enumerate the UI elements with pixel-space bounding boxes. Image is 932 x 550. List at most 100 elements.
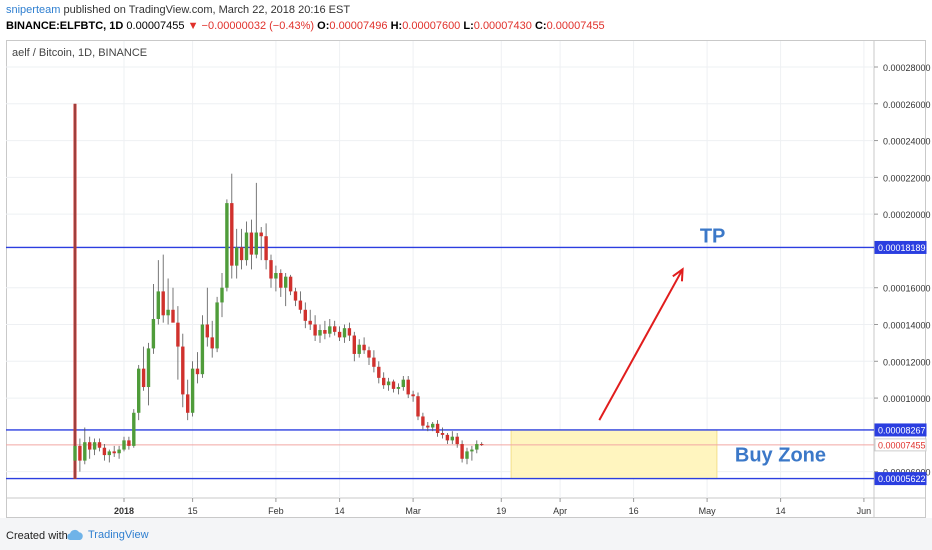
x-tick-label: 19 — [496, 506, 506, 516]
candle-down — [112, 451, 116, 454]
y-tick-label: 0.00012000 — [883, 357, 931, 367]
high-value: 0.00007600 — [402, 20, 461, 32]
publish-text: published on TradingView.com, March 22, … — [63, 4, 351, 16]
x-tick-label: 14 — [335, 506, 345, 516]
current-price-label: 0.00007455 — [878, 440, 926, 450]
candle-up — [220, 287, 224, 303]
x-tick-label: 14 — [776, 506, 786, 516]
candle-down — [426, 425, 430, 428]
open-value: 0.00007496 — [329, 20, 388, 32]
candle-down — [78, 445, 82, 461]
y-tick-label: 0.00022000 — [883, 173, 931, 183]
tradingview-logo[interactable]: TradingView — [66, 529, 149, 541]
candle-up — [431, 423, 435, 428]
low-label: L: — [463, 20, 474, 32]
candle-up — [450, 436, 454, 441]
candle-down — [141, 368, 146, 388]
y-tick-label: 0.00016000 — [883, 284, 931, 294]
last-price: 0.00007455 — [126, 20, 185, 32]
buy-zone-rect — [510, 429, 718, 480]
candle-down — [435, 423, 440, 434]
candle-down — [176, 322, 180, 347]
candle-down — [259, 232, 263, 237]
candle-up — [137, 368, 141, 413]
y-tick-label: 0.00020000 — [883, 210, 931, 220]
level-price-box — [874, 423, 927, 437]
candle-down — [367, 350, 371, 358]
current-price-box — [874, 438, 927, 452]
candle-up — [132, 412, 136, 446]
down-triangle-icon: ▼ — [187, 20, 199, 32]
candle-up — [386, 381, 391, 386]
candle-down — [416, 396, 420, 417]
footer: Created with TradingView — [0, 518, 932, 550]
candle-down — [406, 379, 410, 395]
cloud-icon — [67, 529, 83, 540]
candle-down — [195, 368, 200, 375]
candle-down — [337, 331, 342, 338]
y-tick-label: 0.00010000 — [883, 394, 931, 404]
ohlc-line: BINANCE:ELFBTC, 1D 0.00007455 ▼ −0.00000… — [6, 20, 605, 32]
candle-down — [239, 247, 244, 261]
candle-down — [293, 291, 298, 301]
candle-up — [151, 318, 156, 349]
close-value: 0.00007455 — [546, 20, 605, 32]
candle-down — [313, 324, 317, 336]
candle-down — [298, 300, 303, 310]
grid — [6, 41, 874, 498]
candle-up — [225, 203, 229, 288]
candle-down — [161, 291, 165, 316]
candle-up — [244, 232, 249, 261]
chart-frame[interactable] — [6, 40, 926, 518]
candle-down — [352, 335, 356, 354]
candle-up — [470, 449, 474, 452]
candle-down — [269, 260, 273, 279]
candle-up — [274, 273, 278, 279]
candle-up — [200, 324, 205, 375]
level-price-label: 0.00005622 — [878, 474, 926, 484]
created-with-text: Created with — [6, 530, 68, 542]
candle-down — [279, 273, 283, 288]
buy-zone-label: Buy Zone — [735, 444, 826, 466]
candle-down — [480, 444, 484, 446]
candle-down — [171, 309, 175, 323]
tp-arrow-line — [598, 268, 684, 421]
level-price-label: 0.00008267 — [878, 425, 926, 435]
candle-down — [391, 381, 396, 389]
horizontal-levels — [6, 246, 874, 480]
candle-up — [357, 344, 361, 354]
candle-up — [156, 291, 160, 319]
candle-up — [284, 276, 288, 288]
candle-up — [396, 387, 401, 389]
chart-title: aelf / Bitcoin, 1D, BINANCE — [12, 47, 147, 59]
x-tick-label: 15 — [188, 506, 198, 516]
candle-down — [372, 357, 376, 367]
x-tick-label: Apr — [553, 506, 567, 516]
candle-down — [102, 447, 107, 456]
candle-down — [362, 344, 366, 351]
x-tick-label: 2018 — [114, 506, 134, 516]
candle-down — [440, 433, 445, 435]
candle-down — [377, 366, 381, 378]
author-link[interactable]: sniperteam — [6, 4, 61, 16]
candle-down — [205, 324, 209, 338]
price-labels: 0.00018189 0.00008267 0.00007455 0.00005622 — [874, 240, 927, 486]
candle-down — [308, 320, 312, 325]
candle-down — [347, 328, 352, 336]
candle-up — [166, 309, 170, 316]
x-tick-label: Feb — [268, 506, 284, 516]
candle-up — [92, 442, 97, 450]
candle-down — [249, 232, 254, 255]
symbol-label: BINANCE:ELFBTC, 1D — [6, 20, 124, 32]
y-tick-label: 0.00028000 — [883, 63, 931, 73]
chart-header: sniperteam published on TradingView.com,… — [0, 0, 932, 40]
candle-up — [107, 451, 111, 456]
candle-down — [323, 330, 327, 334]
candle-up — [401, 379, 405, 388]
candle-up — [117, 449, 121, 454]
candle-up — [83, 442, 87, 461]
candle-down — [127, 440, 131, 446]
close-label: C: — [534, 20, 547, 32]
x-tick-label: May — [699, 506, 717, 516]
